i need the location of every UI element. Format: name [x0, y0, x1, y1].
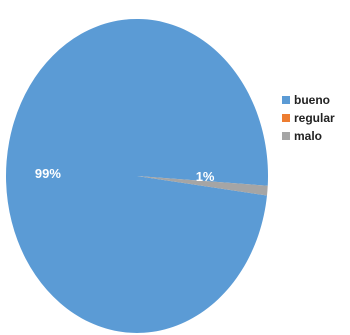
data-label-bueno: 99% [35, 166, 61, 181]
legend-swatch-malo [282, 132, 290, 140]
legend-swatch-regular [282, 114, 290, 122]
legend-label-regular: regular [294, 111, 335, 125]
legend-item-bueno: bueno [282, 93, 335, 107]
legend-swatch-bueno [282, 96, 290, 104]
legend-item-malo: malo [282, 129, 335, 143]
legend-item-regular: regular [282, 111, 335, 125]
legend-label-bueno: bueno [294, 93, 330, 107]
legend-label-malo: malo [294, 129, 323, 143]
pie-slice-malo [137, 176, 268, 196]
chart-legend: bueno regular malo [282, 93, 335, 143]
data-label-malo: 1% [196, 169, 215, 184]
pie-slice-bueno [6, 18, 269, 333]
